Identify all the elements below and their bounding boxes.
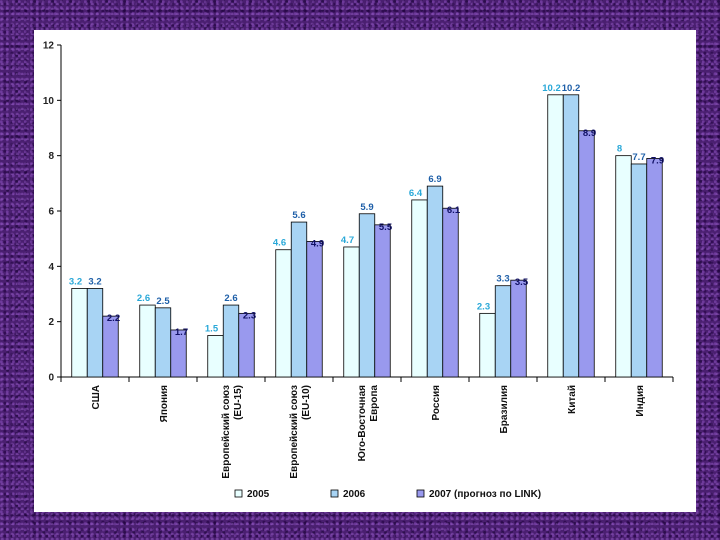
bar xyxy=(630,163,648,378)
x-category-label: Европейский союз (EU-15) xyxy=(221,385,244,479)
x-category-label-line: Индия xyxy=(635,385,646,417)
bar xyxy=(238,312,255,378)
x-category-label: Бразилия xyxy=(499,385,510,434)
data-label: 8 xyxy=(617,144,622,155)
data-label: 5.5 xyxy=(379,222,393,233)
bar xyxy=(615,155,632,378)
data-label: 7.7 xyxy=(632,152,645,163)
data-label: 1.5 xyxy=(205,324,219,335)
data-label: 3.2 xyxy=(69,276,82,287)
y-tick-label: 8 xyxy=(48,151,54,162)
legend-swatch xyxy=(234,489,243,498)
x-category-label-line: Бразилия xyxy=(499,385,510,434)
x-category-label: Европейский союз (EU-10) xyxy=(289,385,312,479)
bar xyxy=(207,335,224,378)
data-label: 2.2 xyxy=(107,313,120,324)
bar xyxy=(290,221,308,378)
data-label: 6.4 xyxy=(409,188,423,199)
bar xyxy=(358,213,376,378)
data-label: 2.6 xyxy=(224,293,237,304)
bar xyxy=(562,94,580,378)
legend-label: 2005 xyxy=(247,489,270,500)
y-tick-label: 4 xyxy=(48,262,54,273)
bar xyxy=(102,315,119,378)
legend-label: 2006 xyxy=(343,489,366,500)
x-category-label-line: Юго-Восточная xyxy=(357,385,368,462)
data-label: 8.9 xyxy=(583,128,596,139)
data-label: 7.9 xyxy=(651,155,664,166)
data-label: 10.2 xyxy=(562,83,581,94)
bar xyxy=(479,312,496,378)
data-label: 2.6 xyxy=(137,293,150,304)
x-category-label: Юго-Восточная Европа xyxy=(357,385,380,462)
bar xyxy=(374,224,391,378)
bar xyxy=(222,304,240,378)
data-label: 2.3 xyxy=(243,310,256,321)
y-tick-label: 10 xyxy=(43,96,55,107)
legend-label: 2007 (прогноз по LINK) xyxy=(429,489,541,500)
y-tick-label: 12 xyxy=(43,41,55,52)
data-label: 2.5 xyxy=(156,296,170,307)
data-label: 4.9 xyxy=(311,238,324,249)
bar xyxy=(306,241,323,378)
data-label: 5.9 xyxy=(360,202,373,213)
y-tick-label: 6 xyxy=(48,207,54,218)
x-category-label: Россия xyxy=(431,385,442,421)
bar xyxy=(139,304,156,378)
x-category-label-line: Европейский союз xyxy=(221,385,232,479)
data-label: 6.1 xyxy=(447,205,461,216)
bar xyxy=(411,199,428,378)
data-label: 3.2 xyxy=(88,276,101,287)
bar xyxy=(578,130,595,378)
data-label: 3.5 xyxy=(515,277,529,288)
x-category-label: США xyxy=(91,385,102,410)
bar xyxy=(170,329,187,378)
data-label: 1.7 xyxy=(175,327,188,338)
x-category-label-line: (EU-10) xyxy=(301,385,312,420)
data-label: 4.6 xyxy=(273,238,286,249)
x-category-label: Япония xyxy=(159,385,170,423)
x-category-label: Китай xyxy=(567,385,578,414)
y-tick-label: 2 xyxy=(48,317,54,328)
data-label: 5.6 xyxy=(292,210,305,221)
bar xyxy=(275,249,292,378)
x-category-label-line: Европа xyxy=(369,385,380,422)
bar xyxy=(154,307,172,378)
x-category-label-line: Европейский союз xyxy=(289,385,300,479)
bar xyxy=(547,94,564,378)
bar xyxy=(426,185,444,378)
data-label: 4.7 xyxy=(341,235,354,246)
data-label: 2.3 xyxy=(477,301,490,312)
bar xyxy=(494,285,512,378)
x-category-label-line: США xyxy=(91,385,102,410)
bar-chart: 0 2 4 6 8 10 12 3.2 2.6 1.5 4.6 4.7 6.4 2.3 10.2 8 3.2 2.… xyxy=(43,41,674,500)
y-tick-label: 0 xyxy=(48,373,54,384)
bar xyxy=(442,207,459,378)
data-label: 6.9 xyxy=(428,174,441,185)
data-label: 10.2 xyxy=(542,83,561,94)
legend-swatch xyxy=(330,489,339,498)
bar xyxy=(510,279,527,378)
bar xyxy=(343,246,360,378)
bar xyxy=(86,288,104,378)
x-category-label-line: Китай xyxy=(567,385,578,414)
bar xyxy=(71,288,88,378)
x-category-label-line: (EU-15) xyxy=(233,385,244,420)
x-category-label-line: Россия xyxy=(431,385,442,421)
bar xyxy=(646,158,663,378)
legend-swatch xyxy=(416,489,425,498)
x-category-label: Индия xyxy=(635,385,646,417)
chart-panel: 0 2 4 6 8 10 12 3.2 2.6 1.5 4.6 4.7 6.4 2.3 10.2 8 3.2 2.… xyxy=(34,30,696,512)
x-category-label-line: Япония xyxy=(159,385,170,423)
data-label: 3.3 xyxy=(496,274,509,285)
